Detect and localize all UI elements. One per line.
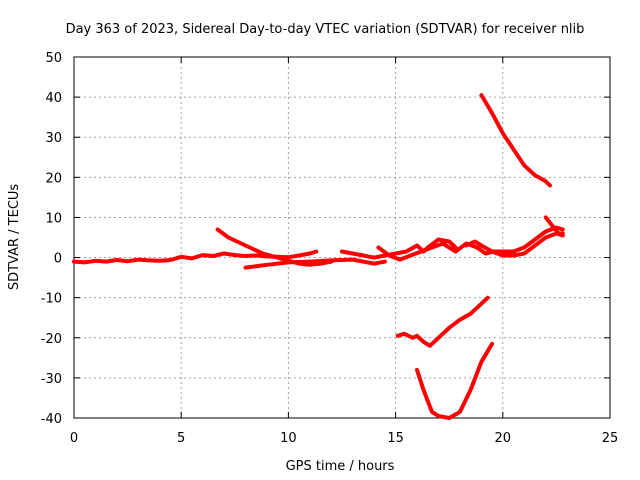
series-group (72, 93, 565, 420)
y-tick-label: -40 (41, 412, 62, 427)
y-tick-label: 50 (45, 51, 62, 66)
chart-title: Day 363 of 2023, Sidereal Day-to-day VTE… (66, 22, 585, 37)
x-tick-label: 20 (495, 431, 512, 446)
grid-lines (74, 57, 610, 418)
plot-frame (73, 56, 611, 419)
y-tick-label: 20 (45, 171, 62, 186)
x-tick-label: 15 (387, 431, 404, 446)
x-axis-label: GPS time / hours (286, 459, 395, 474)
series-line-6 (464, 231, 565, 258)
y-tick-label: -20 (41, 332, 62, 347)
series-line-2 (215, 227, 334, 267)
series-line-7 (543, 215, 565, 236)
y-tick-label: 30 (45, 131, 62, 146)
y-axis-ticks: 50 40 30 20 10 0 -10 -20 -30 -40 (41, 51, 610, 427)
y-tick-label: -30 (41, 372, 62, 387)
series-line-5 (376, 225, 565, 262)
series-line-9 (395, 295, 490, 348)
y-tick-label: 40 (45, 91, 62, 106)
series-line-10 (415, 341, 495, 420)
series-line-3 (243, 257, 387, 270)
y-tick-label: 0 (54, 252, 62, 267)
series-line-4 (340, 237, 458, 260)
series-line-8 (479, 93, 552, 188)
x-axis-ticks: 0 5 10 15 20 25 (70, 57, 618, 446)
y-tick-label: 10 (45, 211, 62, 226)
x-tick-label: 0 (70, 431, 78, 446)
x-tick-label: 5 (177, 431, 185, 446)
y-tick-label: -10 (41, 292, 62, 307)
x-tick-label: 25 (602, 431, 619, 446)
x-tick-label: 10 (280, 431, 297, 446)
y-axis-label: SDTVAR / TECUs (7, 184, 22, 291)
